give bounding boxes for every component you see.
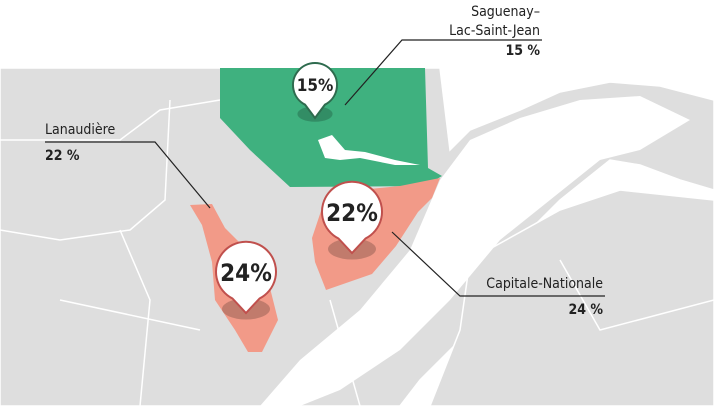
region-name: Lac-Saint-Jean xyxy=(449,23,540,39)
region-value: 22 % xyxy=(45,148,80,164)
lake xyxy=(318,135,420,165)
pin xyxy=(321,180,383,255)
pin-label: 15% xyxy=(297,76,334,96)
pin-label: 22% xyxy=(326,199,378,227)
leader-lines xyxy=(45,39,605,297)
land xyxy=(429,189,714,406)
pin xyxy=(215,240,277,315)
region-saguenay xyxy=(220,68,442,187)
region-name: Lanaudière xyxy=(45,122,116,138)
region-name: Saguenay– xyxy=(471,4,540,20)
region-name: Capitale-Nationale xyxy=(486,276,603,292)
borders xyxy=(0,99,714,406)
pins: 15% 22% 24% xyxy=(215,62,383,320)
pin-label: 24% xyxy=(220,259,272,287)
region-value: 15 % xyxy=(505,43,540,59)
region-value: 24 % xyxy=(568,302,603,318)
pin xyxy=(292,62,338,120)
river xyxy=(260,96,690,406)
